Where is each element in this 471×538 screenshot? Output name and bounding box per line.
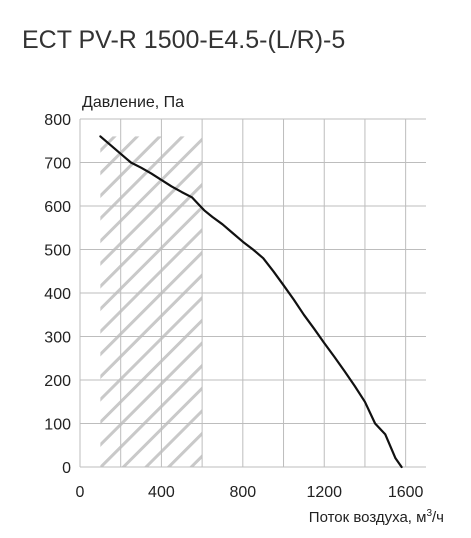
y-tick-label: 600 bbox=[44, 199, 71, 216]
y-tick-label: 400 bbox=[44, 286, 71, 303]
y-tick-label: 0 bbox=[62, 460, 71, 477]
x-tick-label: 800 bbox=[229, 484, 256, 501]
chart-title: ECT PV-R 1500-E4.5-(L/R)-5 bbox=[22, 26, 345, 54]
y-tick-label: 300 bbox=[44, 330, 71, 347]
x-axis-label-unit: /ч bbox=[432, 509, 444, 526]
hatched-operating-region bbox=[100, 136, 203, 467]
fan-curve-line bbox=[99, 135, 403, 469]
x-axis-label: Поток воздуха, м3/ч bbox=[309, 508, 444, 526]
y-axis-label: Давление, Па bbox=[82, 94, 184, 111]
y-tick-label: 200 bbox=[44, 373, 71, 390]
y-tick-label: 100 bbox=[44, 417, 71, 434]
x-axis-label-text: Поток воздуха, м bbox=[309, 509, 427, 526]
y-tick-label: 500 bbox=[44, 243, 71, 260]
y-tick-label: 700 bbox=[44, 156, 71, 173]
x-axis-label-superscript: 3 bbox=[426, 508, 432, 519]
x-tick-label: 0 bbox=[76, 484, 85, 501]
y-tick-label: 800 bbox=[44, 112, 71, 129]
x-tick-label: 400 bbox=[148, 484, 175, 501]
x-tick-label: 1600 bbox=[388, 484, 424, 501]
x-tick-label: 1200 bbox=[306, 484, 342, 501]
